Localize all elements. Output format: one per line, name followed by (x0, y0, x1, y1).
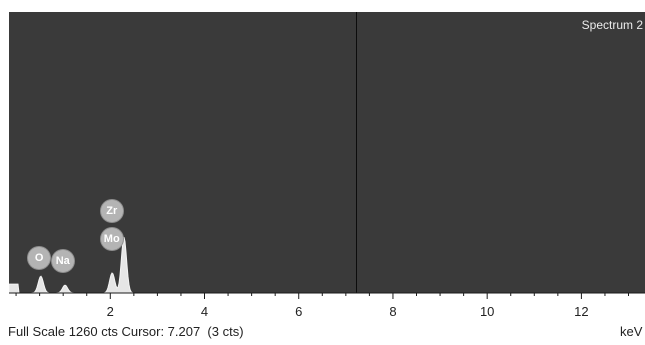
x-tick-label: 2 (106, 304, 114, 319)
x-axis-units: keV (620, 324, 643, 339)
x-tick-label: 4 (200, 304, 209, 319)
x-tick-label: 10 (479, 304, 495, 319)
peak-label-o[interactable]: O (28, 247, 51, 269)
spectrum-title: Spectrum 2 (581, 18, 643, 32)
peak-label-mo[interactable]: Mo (100, 228, 123, 250)
x-tick-label: 8 (389, 304, 397, 319)
peak-label-na[interactable]: Na (51, 250, 74, 272)
x-tick-label: 12 (574, 304, 589, 319)
spectrum-trace (9, 237, 645, 293)
status-readout: Full Scale 1260 cts Cursor: 7.207 (3 cts… (8, 324, 244, 339)
x-tick-label: 6 (295, 304, 303, 319)
peak-label-zr[interactable]: Zr (100, 200, 123, 222)
cursor-line[interactable] (355, 12, 357, 293)
spectrum-area (9, 237, 645, 293)
spectrum-plot-area[interactable]: Spectrum 2 O Na Mo Zr (9, 12, 645, 293)
